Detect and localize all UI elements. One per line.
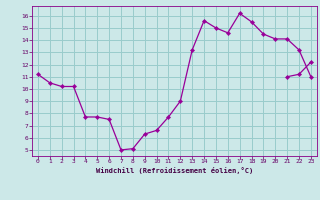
X-axis label: Windchill (Refroidissement éolien,°C): Windchill (Refroidissement éolien,°C) bbox=[96, 167, 253, 174]
